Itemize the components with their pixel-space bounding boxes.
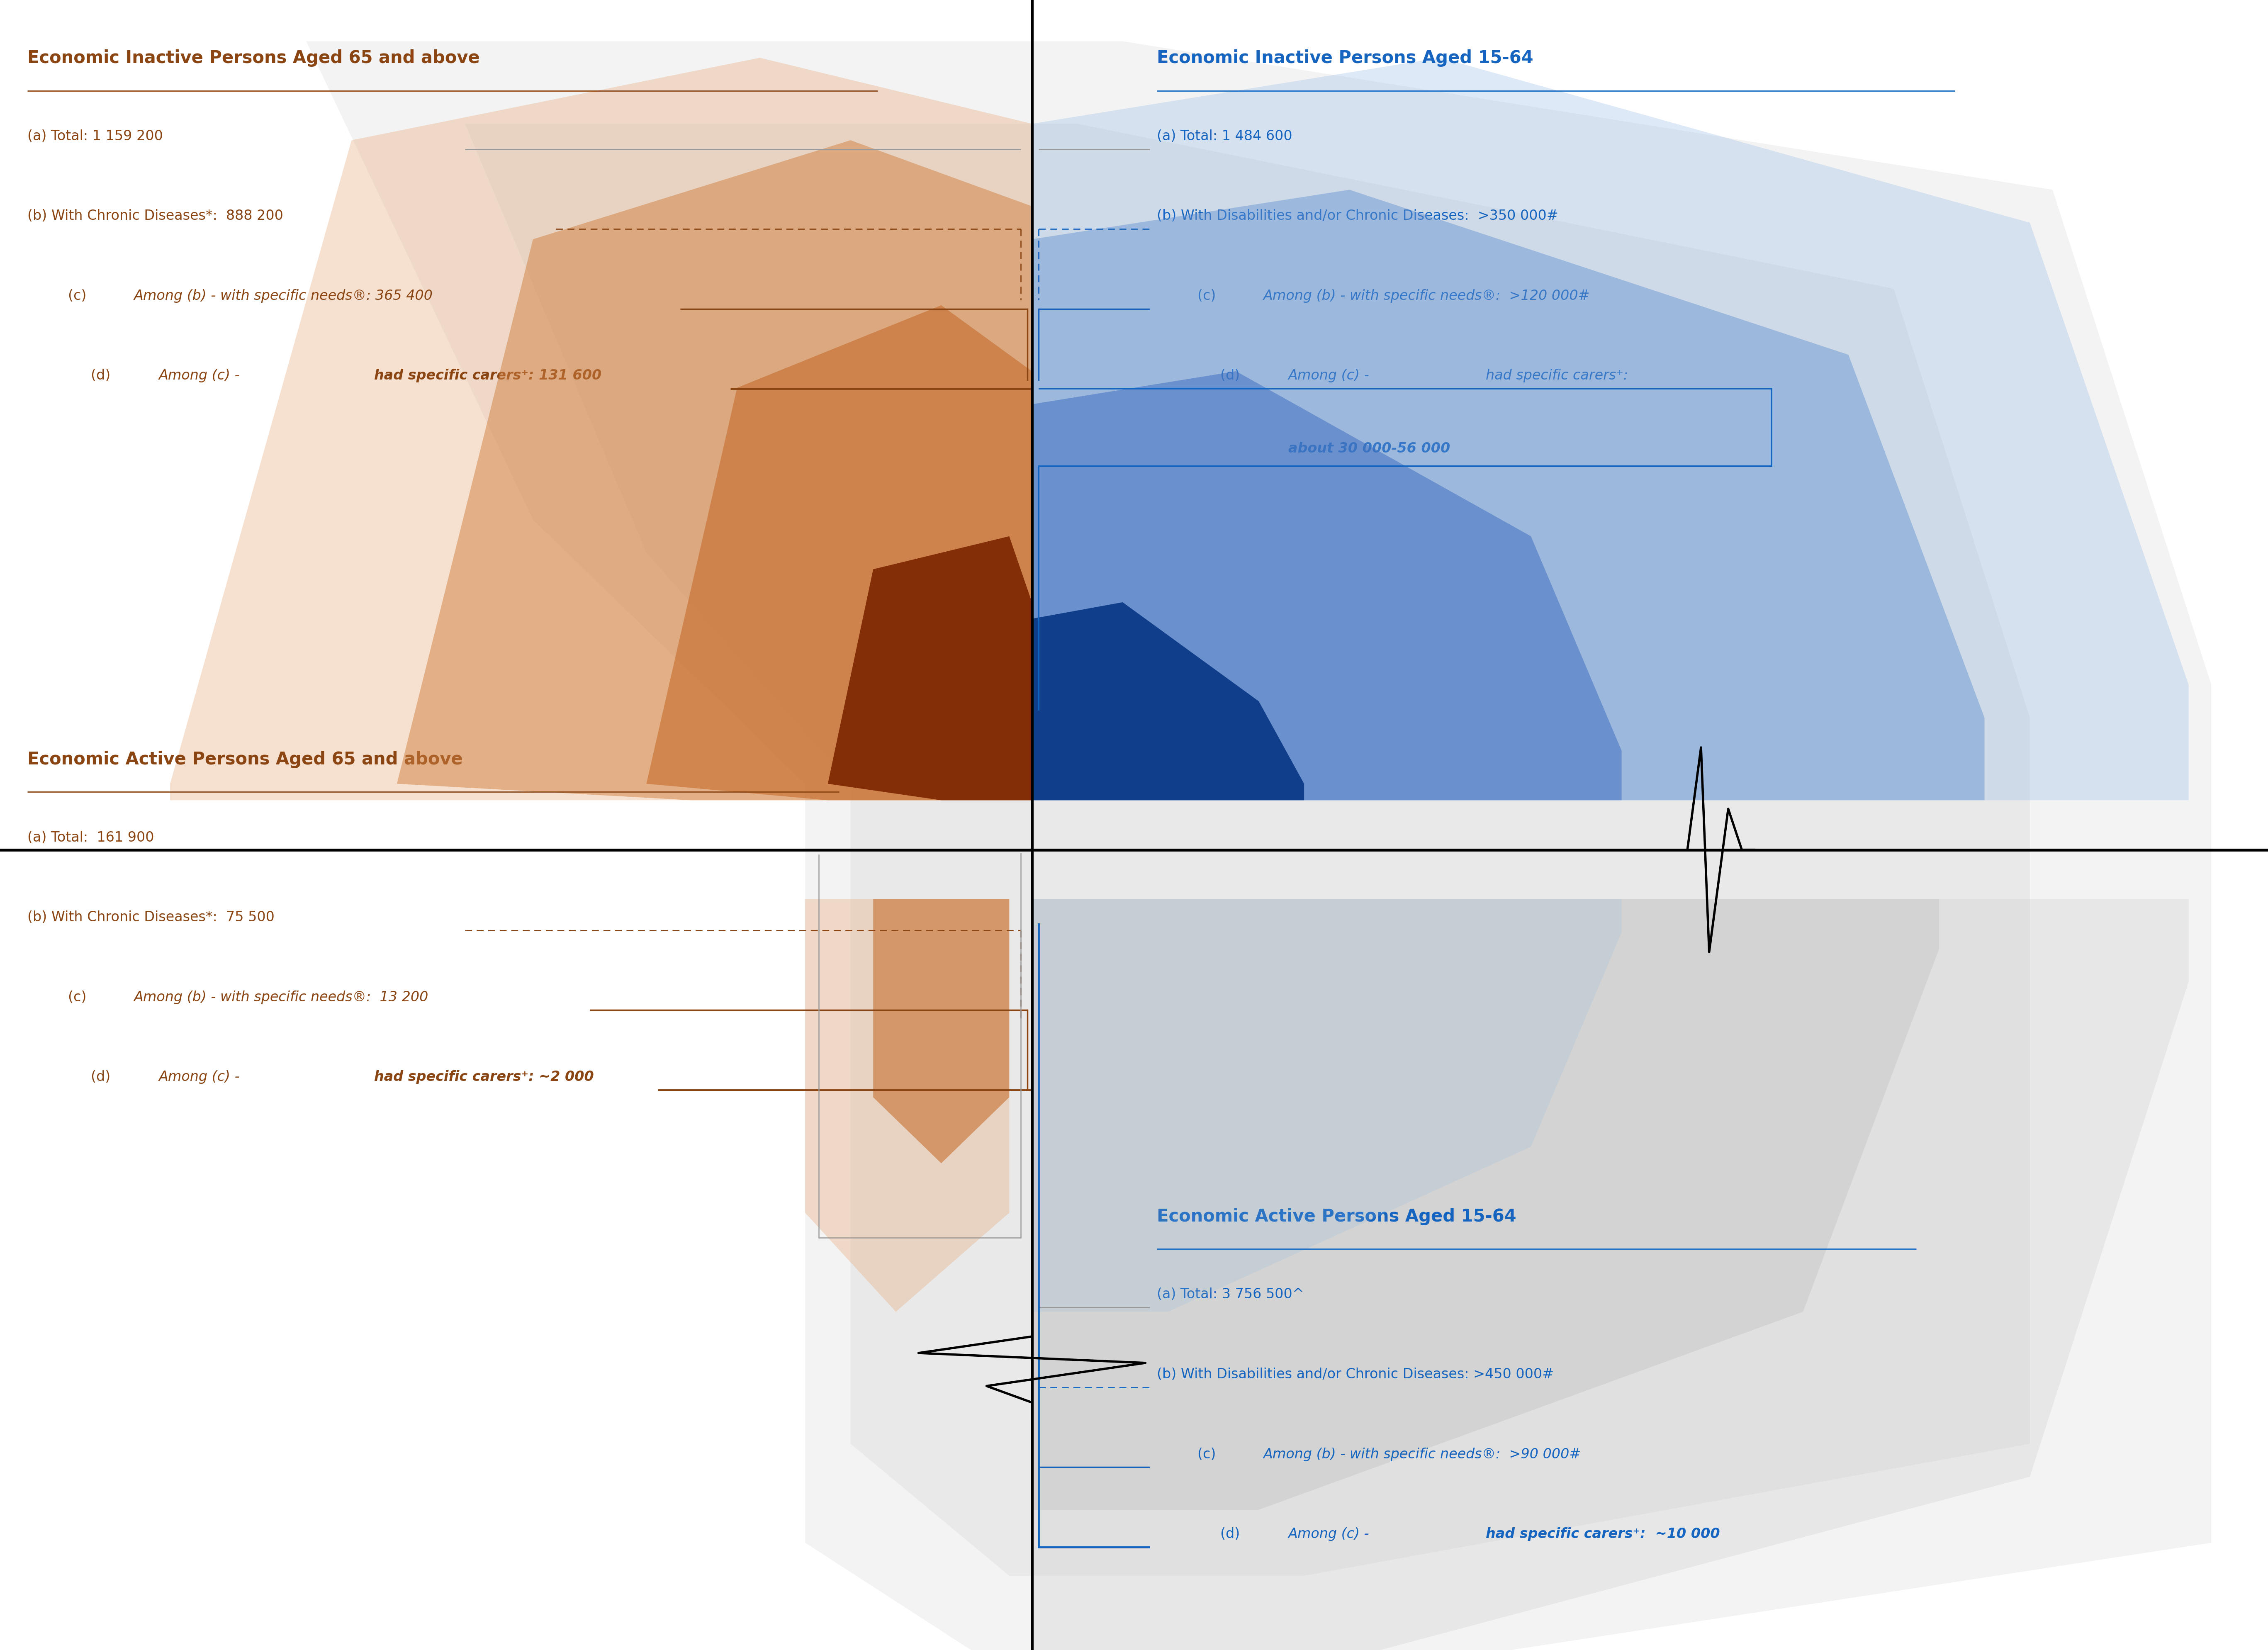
Polygon shape (828, 536, 1032, 800)
Text: Among (b) - with specific needs®: 365 400: Among (b) - with specific needs®: 365 40… (134, 289, 433, 302)
Text: Among (c) -: Among (c) - (1288, 370, 1374, 383)
Text: (d): (d) (1220, 370, 1245, 383)
Polygon shape (1032, 602, 1304, 800)
Polygon shape (1032, 899, 1622, 1312)
Text: about 30 000-56 000: about 30 000-56 000 (1288, 442, 1449, 455)
Text: (a) Total: 1 159 200: (a) Total: 1 159 200 (27, 129, 163, 144)
Text: Economic Inactive Persons Aged 15-64: Economic Inactive Persons Aged 15-64 (1157, 50, 1533, 68)
Polygon shape (646, 305, 1032, 800)
Polygon shape (465, 124, 2030, 1576)
Text: (b) With Chronic Diseases*:  75 500: (b) With Chronic Diseases*: 75 500 (27, 911, 274, 924)
Text: (b) With Chronic Diseases*:  888 200: (b) With Chronic Diseases*: 888 200 (27, 210, 284, 223)
Text: had specific carers⁺:  ~10 000: had specific carers⁺: ~10 000 (1486, 1528, 1719, 1541)
Text: (d): (d) (91, 370, 116, 383)
Text: (b) With Disabilities and/or Chronic Diseases:  >350 000#: (b) With Disabilities and/or Chronic Dis… (1157, 210, 1558, 223)
Text: (a) Total: 1 484 600: (a) Total: 1 484 600 (1157, 129, 1293, 144)
Text: (c): (c) (68, 990, 91, 1003)
Polygon shape (1032, 899, 2189, 1650)
Text: Economic Inactive Persons Aged 65 and above: Economic Inactive Persons Aged 65 and ab… (27, 50, 479, 68)
Text: Among (c) -: Among (c) - (159, 1071, 245, 1084)
Polygon shape (1032, 58, 2189, 800)
Text: (b) With Disabilities and/or Chronic Diseases: >450 000#: (b) With Disabilities and/or Chronic Dis… (1157, 1368, 1554, 1381)
Text: (c): (c) (68, 289, 91, 302)
Text: (a) Total:  161 900: (a) Total: 161 900 (27, 830, 154, 845)
Polygon shape (170, 58, 1032, 800)
Polygon shape (306, 41, 2211, 1650)
Text: Among (b) - with specific needs®:  >120 000#: Among (b) - with specific needs®: >120 0… (1263, 289, 1590, 302)
Polygon shape (1032, 190, 1984, 800)
Polygon shape (397, 140, 1032, 800)
Polygon shape (873, 899, 1009, 1163)
Text: Economic Active Persons Aged 15-64: Economic Active Persons Aged 15-64 (1157, 1208, 1515, 1226)
Text: (c): (c) (1198, 289, 1220, 302)
Text: Among (c) -: Among (c) - (159, 370, 245, 383)
Text: Among (b) - with specific needs®:  >90 000#: Among (b) - with specific needs®: >90 00… (1263, 1447, 1581, 1460)
Text: (d): (d) (91, 1071, 116, 1084)
Text: had specific carers⁺: ~2 000: had specific carers⁺: ~2 000 (374, 1071, 594, 1084)
Text: Economic Active Persons Aged 65 and above: Economic Active Persons Aged 65 and abov… (27, 751, 463, 769)
Text: had specific carers⁺: 131 600: had specific carers⁺: 131 600 (374, 370, 601, 383)
Polygon shape (1032, 899, 1939, 1510)
Text: had specific carers⁺:: had specific carers⁺: (1486, 370, 1628, 383)
Polygon shape (805, 899, 1009, 1312)
Text: (a) Total: 3 756 500^: (a) Total: 3 756 500^ (1157, 1287, 1304, 1302)
Polygon shape (1032, 371, 1622, 800)
Text: Among (b) - with specific needs®:  13 200: Among (b) - with specific needs®: 13 200 (134, 990, 429, 1003)
Text: (d): (d) (1220, 1528, 1245, 1541)
Text: (c): (c) (1198, 1447, 1220, 1460)
Text: Among (c) -: Among (c) - (1288, 1528, 1374, 1541)
